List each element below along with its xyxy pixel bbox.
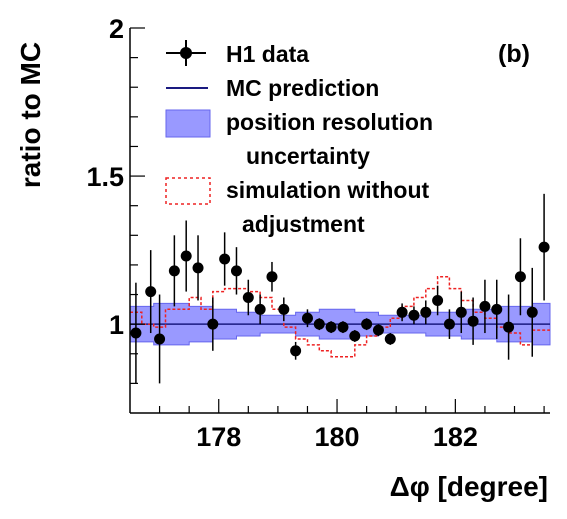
data-point [278,303,290,315]
legend-label-band-line1: position resolution [226,109,433,135]
legend-sim-swatch [165,177,211,205]
legend-label-data: H1 data [226,41,309,67]
legend: H1 data MC prediction position resolutio… [165,40,433,237]
legend-data-marker [180,47,192,59]
data-point [301,312,313,324]
data-point [432,294,444,306]
x-axis-title: Δφ [degree] [390,471,548,502]
data-point [491,303,503,315]
legend-label-sim-line1: simulation without [226,177,429,203]
simulation-histogram-layer [130,276,550,358]
data-point [337,321,349,333]
x-tick-label: 180 [315,422,360,452]
legend-band-swatch [165,109,211,138]
data-point [313,318,325,330]
y-tick-label: 2 [109,14,124,44]
data-point [242,292,254,303]
data-point [408,309,420,321]
data-point [180,250,192,262]
data-point [290,345,302,357]
data-point [219,253,231,265]
axes-frame: 178 180 182 1 1.5 2 [86,14,550,452]
legend-label-band-line2: uncertainty [246,143,370,169]
data-point [455,306,467,318]
legend-label-sim-line2: adjustment [242,211,365,237]
data-point [154,333,166,345]
data-point [192,262,204,274]
data-point [168,265,180,277]
simulation-histogram [130,276,550,358]
data-point [145,286,157,298]
y-tick-label: 1.5 [86,162,124,192]
y-tick-label: 1 [109,310,124,340]
panel-label: (b) [498,40,530,68]
data-point [254,303,266,315]
data-point [372,324,384,336]
data-point [130,327,142,339]
data-point [538,241,550,253]
data-point [230,265,242,277]
x-tick-label: 178 [196,422,241,452]
data-point [467,315,479,327]
data-point [526,306,538,318]
data-point [514,271,526,283]
data-point [396,306,408,318]
data-point [420,306,432,318]
data-point [384,333,396,345]
data-point [266,271,278,283]
y-axis-title: ratio to MC [15,42,46,188]
data-point [349,330,361,342]
data-points-layer [130,193,550,384]
legend-label-mc: MC prediction [226,75,379,101]
data-point [443,318,455,330]
data-point [503,321,515,333]
data-point [325,321,337,333]
data-point [207,318,219,330]
data-point [479,300,491,312]
data-point [361,318,373,330]
x-tick-label: 182 [433,422,478,452]
